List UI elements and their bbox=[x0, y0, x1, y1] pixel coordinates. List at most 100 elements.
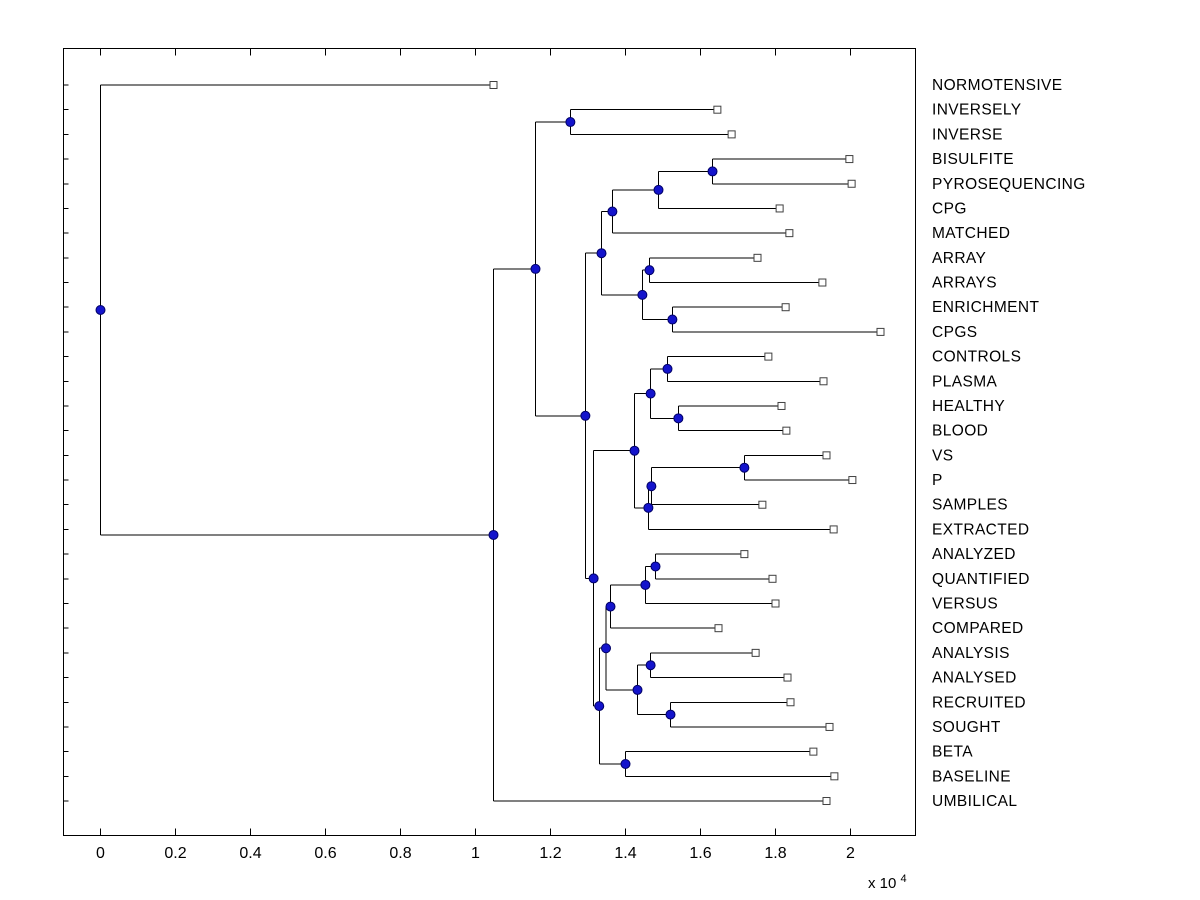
leaf-marker bbox=[781, 303, 790, 312]
x-tick-label: 1.8 bbox=[764, 845, 786, 862]
leaf-label-versus: VERSUS bbox=[932, 595, 998, 612]
leaf-label-blood: BLOOD bbox=[932, 423, 988, 440]
leaf-marker bbox=[768, 574, 777, 583]
internal-node-marker bbox=[594, 701, 605, 712]
leaf-label-sought: SOUGHT bbox=[932, 719, 1001, 736]
leaf-label-quantified: QUANTIFIED bbox=[932, 571, 1030, 588]
leaf-label-vs: VS bbox=[932, 447, 953, 464]
leaf-marker bbox=[714, 624, 723, 633]
internal-node-marker bbox=[644, 265, 655, 276]
leaf-marker bbox=[847, 179, 856, 188]
leaf-label-beta: BETA bbox=[932, 744, 973, 761]
internal-node-marker bbox=[643, 502, 654, 513]
x-tick-label: 1.6 bbox=[689, 845, 711, 862]
leaf-marker bbox=[751, 648, 760, 657]
leaf-marker bbox=[727, 130, 736, 139]
leaf-label-analysis: ANALYSIS bbox=[932, 645, 1010, 662]
internal-node-marker bbox=[632, 684, 643, 695]
leaf-label-arrays: ARRAYS bbox=[932, 275, 997, 292]
leaf-label-cpgs: CPGS bbox=[932, 324, 978, 341]
leaf-marker bbox=[785, 229, 794, 238]
leaf-marker bbox=[758, 500, 767, 509]
internal-node-marker bbox=[565, 117, 576, 128]
internal-node-marker bbox=[530, 263, 541, 274]
leaf-label-normotensive: NORMOTENSIVE bbox=[932, 77, 1063, 94]
internal-node-marker bbox=[629, 445, 640, 456]
leaf-marker bbox=[713, 105, 722, 114]
leaf-marker bbox=[830, 772, 839, 781]
leaf-label-analysed: ANALYSED bbox=[932, 670, 1017, 687]
leaf-label-inverse: INVERSE bbox=[932, 126, 1003, 143]
internal-node-marker bbox=[607, 206, 618, 217]
internal-node-marker bbox=[665, 709, 676, 720]
leaf-marker bbox=[822, 451, 831, 460]
leaf-label-enrichment: ENRICHMENT bbox=[932, 299, 1039, 316]
leaf-marker bbox=[764, 352, 773, 361]
x-tick-label: 0.2 bbox=[164, 845, 186, 862]
internal-node-marker bbox=[667, 314, 678, 325]
leaf-marker bbox=[825, 722, 834, 731]
leaf-label-samples: SAMPLES bbox=[932, 497, 1008, 514]
leaf-label-cpg: CPG bbox=[932, 200, 967, 217]
internal-node-marker bbox=[645, 388, 656, 399]
x-tick-label: 0.8 bbox=[389, 845, 411, 862]
leaf-label-umbilical: UMBILICAL bbox=[932, 793, 1017, 810]
leaf-label-recruited: RECRUITED bbox=[932, 694, 1026, 711]
leaf-marker bbox=[753, 253, 762, 262]
leaf-marker bbox=[809, 747, 818, 756]
leaf-label-controls: CONTROLS bbox=[932, 349, 1021, 366]
internal-node-marker bbox=[645, 660, 656, 671]
leaf-label-p: P bbox=[932, 472, 943, 489]
leaf-marker bbox=[848, 476, 857, 485]
internal-node-marker bbox=[646, 481, 657, 492]
leaf-label-bisulfite: BISULFITE bbox=[932, 151, 1014, 168]
x-tick-label: 2 bbox=[846, 845, 855, 862]
internal-node-marker bbox=[620, 758, 631, 769]
leaf-marker bbox=[782, 426, 791, 435]
leaf-marker bbox=[489, 81, 498, 89]
x-tick-label: 1 bbox=[471, 845, 480, 862]
internal-node-marker bbox=[601, 643, 611, 654]
internal-node-marker bbox=[596, 248, 607, 259]
leaf-label-matched: MATCHED bbox=[932, 225, 1010, 242]
internal-node-marker bbox=[637, 289, 648, 300]
leaf-label-array: ARRAY bbox=[932, 250, 986, 267]
leaf-marker bbox=[845, 155, 854, 164]
leaf-marker bbox=[786, 698, 795, 707]
internal-node-marker bbox=[640, 579, 651, 590]
internal-node-marker bbox=[673, 413, 684, 424]
axis-box bbox=[63, 48, 916, 836]
leaf-marker bbox=[775, 204, 784, 213]
axis-exponent-label: x 10 4 bbox=[868, 873, 907, 892]
leaf-marker bbox=[876, 327, 885, 336]
leaf-marker bbox=[822, 797, 831, 806]
internal-node-marker bbox=[580, 410, 591, 421]
leaf-marker bbox=[783, 673, 792, 682]
leaf-label-extracted: EXTRACTED bbox=[932, 521, 1029, 538]
x-tick-label: 1.2 bbox=[539, 845, 561, 862]
leaf-label-plasma: PLASMA bbox=[932, 373, 998, 390]
x-tick-label: 1.4 bbox=[614, 845, 636, 862]
leaf-label-pyrosequencing: PYROSEQUENCING bbox=[932, 176, 1086, 193]
internal-node-marker bbox=[707, 166, 718, 177]
leaf-marker bbox=[740, 550, 749, 559]
internal-node-marker bbox=[653, 184, 664, 195]
leaf-marker bbox=[829, 525, 838, 534]
x-tick-label: 0.4 bbox=[239, 845, 261, 862]
internal-node-marker bbox=[488, 529, 499, 540]
leaf-label-compared: COMPARED bbox=[932, 620, 1024, 637]
leaf-label-baseline: BASELINE bbox=[932, 768, 1011, 785]
internal-node-marker bbox=[95, 304, 106, 315]
internal-node-marker bbox=[739, 462, 750, 473]
leaf-marker bbox=[818, 278, 827, 287]
leaf-marker bbox=[777, 401, 786, 410]
leaf-marker bbox=[819, 377, 828, 386]
x-tick-label: 0.6 bbox=[314, 845, 336, 862]
internal-node-marker bbox=[605, 601, 616, 612]
internal-node-marker bbox=[588, 573, 599, 584]
internal-node-marker bbox=[650, 561, 661, 572]
leaf-label-healthy: HEALTHY bbox=[932, 398, 1005, 415]
internal-node-marker bbox=[662, 363, 673, 374]
